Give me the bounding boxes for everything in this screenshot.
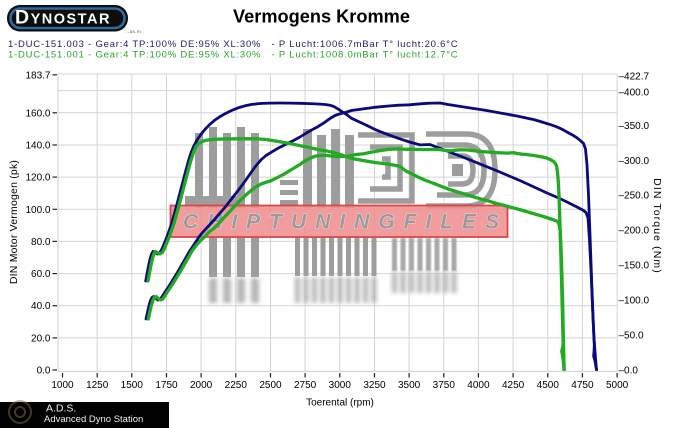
svg-text:183.7: 183.7 — [25, 70, 50, 81]
svg-text:–50.0: –50.0 — [619, 331, 644, 342]
svg-text:1250: 1250 — [86, 380, 109, 391]
svg-text:–100.0: –100.0 — [619, 296, 650, 307]
svg-text:1-DUC-151.001 - Gear:4 TP:100%: 1-DUC-151.001 - Gear:4 TP:100% DE:95% XL… — [8, 50, 458, 61]
svg-text:1500: 1500 — [121, 380, 144, 391]
svg-text:3000: 3000 — [329, 380, 352, 391]
svg-text:Vermogens Kromme: Vermogens Kromme — [233, 7, 410, 27]
svg-text:–150.0: –150.0 — [619, 261, 650, 272]
svg-text:–350.0: –350.0 — [619, 121, 650, 132]
svg-text:–300.0: –300.0 — [619, 156, 650, 167]
svg-text:100.0: 100.0 — [25, 205, 50, 216]
svg-text:–400.0: –400.0 — [619, 87, 650, 98]
svg-text:3250: 3250 — [363, 380, 386, 391]
svg-text:60.0: 60.0 — [31, 269, 51, 280]
svg-text:1000: 1000 — [51, 380, 74, 391]
svg-text:2500: 2500 — [259, 380, 282, 391]
svg-text:CHIPTUNINGFILES: CHIPTUNINGFILES — [183, 211, 508, 234]
svg-text:120.0: 120.0 — [25, 173, 50, 184]
svg-text:2000: 2000 — [190, 380, 213, 391]
svg-text:Toerental (rpm): Toerental (rpm) — [306, 398, 374, 409]
svg-text:80.0: 80.0 — [31, 237, 51, 248]
svg-text:3500: 3500 — [398, 380, 421, 391]
svg-text:DIN Torque (Nm): DIN Torque (Nm) — [651, 178, 663, 274]
svg-text:–422.7: –422.7 — [619, 72, 650, 83]
svg-text:4500: 4500 — [537, 380, 560, 391]
svg-text:–0.0: –0.0 — [619, 365, 639, 376]
svg-text:0.0: 0.0 — [37, 366, 51, 377]
svg-text:2750: 2750 — [294, 380, 317, 391]
svg-text:–250.0: –250.0 — [619, 191, 650, 202]
svg-text:140.0: 140.0 — [25, 141, 50, 152]
svg-text:4000: 4000 — [467, 380, 490, 391]
svg-text:A.D.S.: A.D.S. — [46, 403, 76, 415]
svg-text:Advanced Dyno Station: Advanced Dyno Station — [44, 414, 143, 425]
svg-text:DIN Motor Vermogen (pk): DIN Motor Vermogen (pk) — [8, 160, 20, 284]
svg-text:4750: 4750 — [571, 380, 594, 391]
svg-text:3750: 3750 — [433, 380, 456, 391]
svg-text:4250: 4250 — [502, 380, 525, 391]
svg-text:1750: 1750 — [155, 380, 178, 391]
svg-text:160.0: 160.0 — [25, 108, 50, 119]
svg-text:5000: 5000 — [606, 380, 629, 391]
svg-text:2250: 2250 — [225, 380, 248, 391]
svg-text:–200.0: –200.0 — [619, 226, 650, 237]
svg-text:DYNOSTAR: DYNOSTAR — [15, 7, 111, 29]
svg-text:40.0: 40.0 — [31, 301, 51, 312]
svg-text:1-DUC-151.003 - Gear:4 TP:100%: 1-DUC-151.003 - Gear:4 TP:100% DE:95% XL… — [8, 39, 458, 50]
svg-text:..as.m: ..as.m — [126, 29, 141, 34]
svg-text:20.0: 20.0 — [31, 333, 51, 344]
